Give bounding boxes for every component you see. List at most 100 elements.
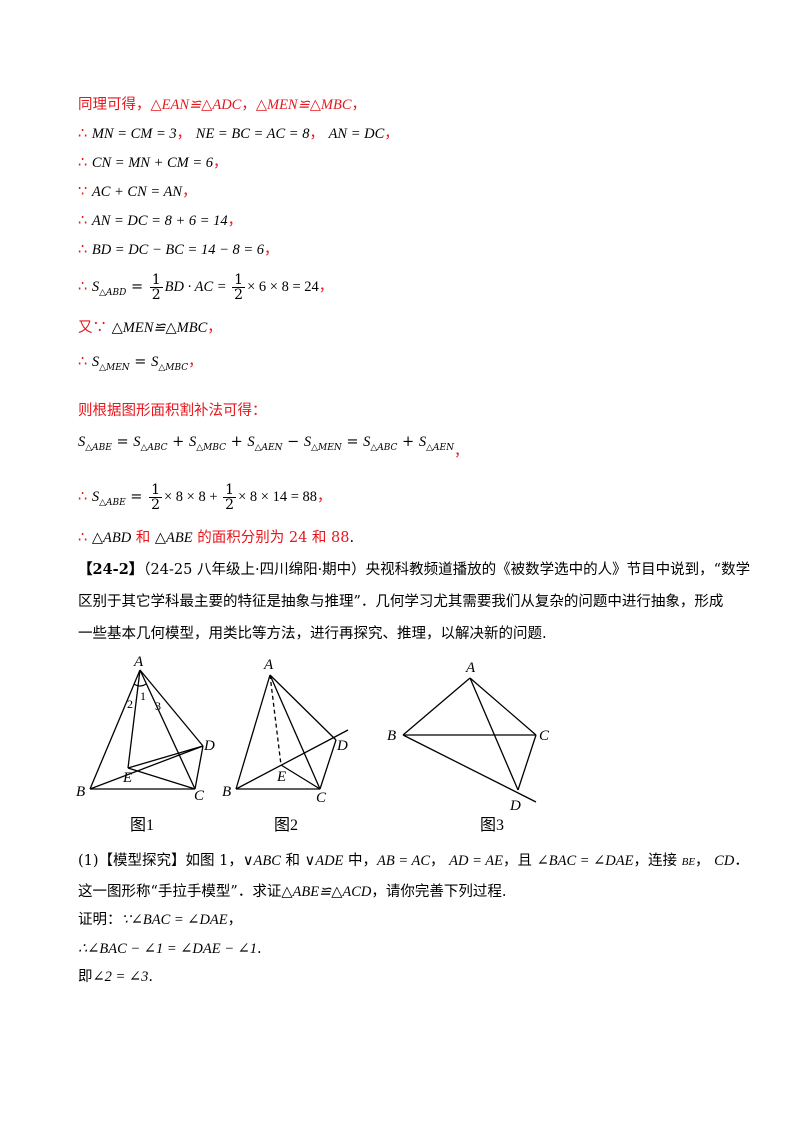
fraction-denominator: 2 — [151, 286, 161, 303]
fraction-denominator: 2 — [225, 496, 235, 513]
part1-line-1: (1)【模型探究】如图 1，∨ABC 和 ∨ADE 中，AB = AC， AD … — [78, 851, 749, 872]
area-symbol: S — [188, 434, 197, 450]
math-expr: △MEN≌△MBC — [111, 320, 208, 336]
fig1-label-c: C — [194, 788, 205, 804]
math-expr: BD · AC = — [164, 279, 231, 295]
text-sep: ， — [430, 853, 450, 869]
text-suffix: ， — [188, 354, 203, 370]
equation-line: ∴ BD = DC − BC = 14 − 8 = 6， — [78, 240, 279, 260]
proof-label: 证明： — [78, 912, 122, 928]
text-sep: ， — [176, 126, 196, 142]
fig2-labels: A B C D E — [222, 657, 348, 806]
fig2-label-c: C — [316, 790, 327, 806]
text-and: ，且 — [502, 853, 537, 869]
therefore-symbol: ∴ — [78, 126, 92, 142]
operator: = — [341, 434, 364, 450]
area-subscript: △MEN — [99, 363, 130, 373]
operator: = — [111, 434, 134, 450]
fraction-denominator: 2 — [234, 286, 244, 303]
text-suffix: ， — [264, 242, 279, 258]
therefore-symbol: ∴ — [78, 354, 92, 370]
fig2-label-e: E — [276, 769, 286, 785]
math-expr: △EAN≌△ADC — [150, 97, 242, 113]
area-symbol: S — [363, 434, 371, 450]
fig2-segment-ad — [269, 674, 337, 741]
math-expr: NE = BC = AC = 8 — [195, 126, 310, 142]
text-suffix: ， — [213, 155, 228, 171]
fig3-label-c: C — [539, 728, 550, 744]
text-sep: ， — [241, 97, 256, 113]
fraction-denominator: 2 — [151, 496, 160, 513]
fig1-labels: A B C D E — [76, 654, 215, 804]
area-subscript: △MEN — [311, 443, 342, 453]
text-namely: 即 — [78, 969, 93, 985]
fig1-label-e: E — [122, 770, 132, 786]
proof-line-3: 即∠2 = ∠3. — [78, 967, 153, 987]
fig2-segment-ec — [280, 764, 321, 790]
text-suffix: . — [148, 969, 153, 985]
fig3-label-d: D — [509, 798, 521, 814]
triangle-name: △ABD — [91, 530, 132, 546]
area-symbol: S — [133, 434, 141, 450]
therefore-symbol: ∴ — [78, 489, 92, 505]
triangle-name: △ABE — [154, 530, 193, 546]
fraction-numerator: 1 — [232, 271, 246, 288]
text-suffix: ， — [207, 320, 222, 336]
therefore-symbol: ∴ — [78, 242, 92, 258]
text-and: 和 — [131, 530, 155, 546]
equals-sign: = — [129, 354, 152, 370]
problem-line-3: 一些基本几何模型，用类比等方法，进行再探究、推理，以解决新的问题. — [78, 626, 547, 642]
proof-line-1: 证明：∵∠BAC = ∠DAE， — [78, 910, 242, 930]
also-line: 又∵ △MEN≌△MBC， — [78, 318, 222, 338]
text-suffix: . — [257, 941, 262, 957]
fig1-segment-ab — [89, 669, 141, 790]
area-formula-line: S△ABE = S△ABC + S△MBC + S△AEN − S△MEN = … — [78, 432, 468, 462]
segment-name: CD — [714, 853, 735, 869]
fig1-segment-ec — [127, 767, 196, 790]
fig1-label-b: B — [76, 784, 85, 800]
area-subscript: △MBC — [196, 443, 227, 453]
area-subscript: △ABC — [140, 443, 168, 453]
math-expr: AN = DC = 8 + 6 = 14 — [91, 213, 228, 229]
fig2-caption: 图2 — [274, 817, 298, 834]
because-symbol: ∵ — [78, 184, 92, 200]
text-and: 和 — [280, 853, 305, 869]
area-symbol: S — [91, 354, 100, 370]
fig3-segment-bd-extended — [402, 734, 537, 803]
text-suffix: ， — [227, 912, 243, 928]
condition: ∠BAC = ∠DAE — [536, 853, 634, 869]
fig3-label-b: B — [387, 728, 396, 744]
operator: + — [167, 434, 189, 450]
equal-area-line: ∴ S△MEN = S△MBC， — [78, 352, 203, 378]
equation-line: ∴ CN = MN + CM = 6， — [78, 153, 228, 173]
area-subscript: △ABE — [85, 443, 112, 453]
text-suffix: ， — [182, 184, 197, 200]
area-subscript: △MBC — [158, 363, 189, 373]
fig1-angle-arc — [133, 683, 147, 687]
fig1-segment-ad — [139, 669, 204, 747]
proof-step: ∴∠BAC − ∠1 = ∠DAE − ∠1 — [78, 941, 257, 957]
area-symbol: S — [78, 434, 86, 450]
text-prefix: 同理可得， — [78, 97, 151, 113]
area-subscript: △ABD — [99, 288, 127, 298]
proof-line-2: ∴∠BAC − ∠1 = ∠DAE − ∠1. — [78, 939, 262, 959]
fig3-segment-cd — [517, 734, 537, 791]
math-expr: △MEN≌△MBC — [255, 97, 352, 113]
problem-line-1: 【24-2】（24-25 八年级上·四川绵阳·期中）央视科教频道播放的《被数学选… — [78, 560, 750, 580]
part1-intro: (1)【模型探究】如图 1， — [78, 853, 243, 869]
text-suffix: . — [349, 530, 355, 546]
equals-sign: = — [126, 279, 148, 295]
text-suffix: ， — [453, 444, 469, 460]
text-suffix: ， — [317, 489, 332, 505]
area-symbol: S — [303, 434, 312, 450]
text-suffix: ， — [318, 279, 334, 295]
text-join: ，连接 — [633, 853, 682, 869]
area-subscript: △ABE — [99, 498, 126, 508]
fig3-labels: A B C D — [387, 660, 550, 814]
area-symbol: S — [91, 489, 100, 505]
geometry-figures: A B C D E 1 2 3 图1 A B C D E — [76, 654, 550, 834]
part1-line-2: 这一图形称“手拉手模型”．求证△ABE≌△ACD，请你完善下列过程. — [78, 882, 506, 902]
